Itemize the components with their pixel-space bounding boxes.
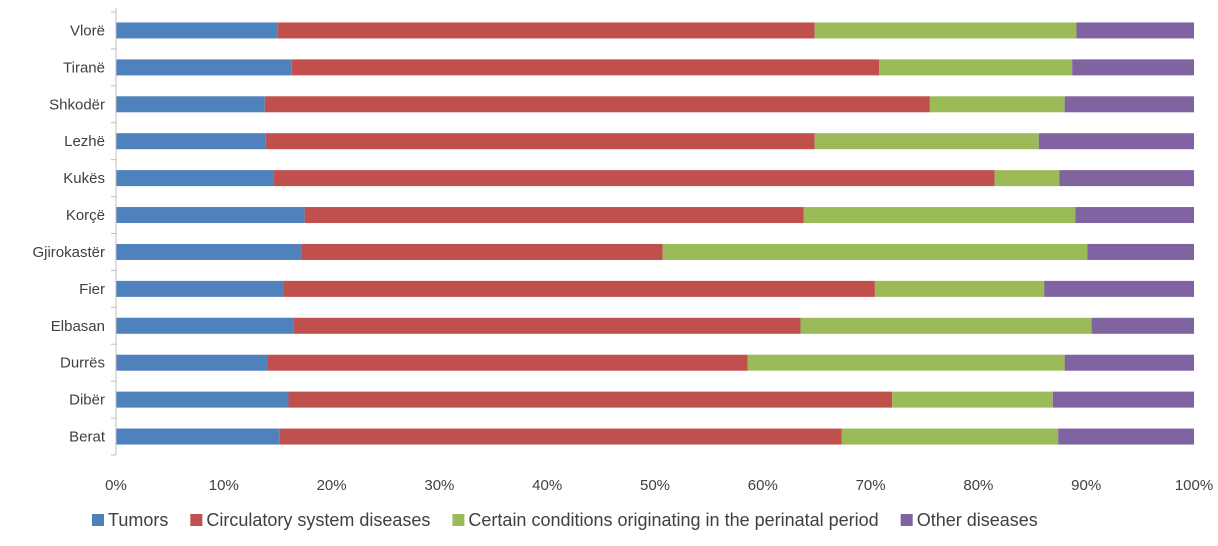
bar-segment-7-2 <box>874 280 1045 297</box>
legend-swatch-2 <box>452 514 465 526</box>
bar-segment-0-0 <box>116 22 278 39</box>
x-tick-label: 50% <box>640 477 670 494</box>
bar-segment-10-3 <box>1052 391 1194 408</box>
bar-segment-10-0 <box>116 391 289 408</box>
bar-segment-6-3 <box>1087 243 1194 260</box>
category-label: Shkodër <box>49 96 105 113</box>
bar-segment-6-2 <box>662 243 1088 260</box>
x-tick-label: 80% <box>963 477 993 494</box>
legend-label-3: Other diseases <box>917 510 1038 530</box>
bar-segment-4-0 <box>116 170 274 187</box>
bar-segment-1-2 <box>879 59 1073 76</box>
x-tick-label: 60% <box>748 477 778 494</box>
bar-segment-9-3 <box>1064 354 1194 371</box>
bar-segment-9-0 <box>116 354 268 371</box>
bar-segment-3-3 <box>1038 133 1194 150</box>
x-tick-label: 20% <box>317 477 347 494</box>
bar-segment-3-0 <box>116 133 266 150</box>
x-tick-label: 30% <box>424 477 454 494</box>
category-label: Elbasan <box>51 318 105 335</box>
bar-segment-5-2 <box>803 207 1076 224</box>
bar-segment-11-3 <box>1058 428 1194 445</box>
bar-segment-8-2 <box>800 317 1092 334</box>
bar-segment-6-1 <box>301 243 663 260</box>
bar-segment-1-0 <box>116 59 292 76</box>
x-tick-label: 90% <box>1071 477 1101 494</box>
bar-segment-3-1 <box>265 133 815 150</box>
bar-segment-10-2 <box>892 391 1053 408</box>
category-label: Berat <box>69 429 106 446</box>
bar-segment-8-3 <box>1091 317 1194 334</box>
bar-segment-7-3 <box>1044 280 1194 297</box>
bar-segment-2-2 <box>929 96 1065 113</box>
legend: Tumors Circulatory system diseases Certain… <box>92 510 1038 530</box>
category-label: Kukës <box>63 170 105 187</box>
legend-label-2: Certain conditions originating in the pe… <box>468 510 878 530</box>
bar-segment-0-3 <box>1076 22 1194 39</box>
bar-segment-4-3 <box>1059 170 1194 187</box>
category-label: Vlorë <box>70 22 105 39</box>
category-label: Korçë <box>66 207 105 224</box>
legend-label-1: Circulatory system diseases <box>206 510 430 530</box>
x-tick-label: 70% <box>856 477 886 494</box>
bar-segment-11-0 <box>116 428 280 445</box>
bar-segment-3-2 <box>814 133 1039 150</box>
bar-segment-8-0 <box>116 317 294 334</box>
category-label: Lezhë <box>64 133 105 150</box>
bar-segment-2-3 <box>1064 96 1194 113</box>
bar-segment-10-1 <box>288 391 893 408</box>
bar-segment-1-1 <box>291 59 880 76</box>
bar-segment-2-0 <box>116 96 265 113</box>
bar-segment-9-2 <box>747 354 1065 371</box>
legend-swatch-1 <box>190 514 203 526</box>
axis-layer: Vlorë Tiranë Shkodër Lezhë Kukës Korçë Gjiroka… <box>32 8 1213 494</box>
bar-segment-5-0 <box>116 207 305 224</box>
bar-segment-1-3 <box>1072 59 1194 76</box>
bar-segment-0-1 <box>277 22 815 39</box>
x-tick-label: 0% <box>105 477 127 494</box>
bar-segment-6-0 <box>116 243 302 260</box>
legend-swatch-3 <box>900 514 913 526</box>
bar-segment-5-1 <box>304 207 804 224</box>
category-label: Gjirokastër <box>32 244 105 261</box>
category-label: Dibër <box>69 392 105 409</box>
bar-segment-8-1 <box>293 317 801 334</box>
legend-swatch-0 <box>92 514 104 526</box>
bar-segment-2-1 <box>264 96 930 113</box>
category-label: Tiranë <box>63 59 105 76</box>
bar-segment-7-1 <box>283 280 875 297</box>
x-tick-label: 40% <box>532 477 562 494</box>
category-label: Fier <box>79 281 105 298</box>
bar-segment-0-2 <box>814 22 1077 39</box>
bar-segment-11-1 <box>279 428 842 445</box>
category-label: Durrës <box>60 355 105 372</box>
x-tick-label: 100% <box>1175 477 1213 494</box>
bar-segment-5-3 <box>1075 207 1194 224</box>
bar-segment-4-2 <box>994 170 1060 187</box>
bar-segment-9-1 <box>267 354 748 371</box>
bars-layer <box>116 22 1194 445</box>
bar-segment-4-1 <box>273 170 995 187</box>
legend-label-0: Tumors <box>108 510 168 530</box>
x-tick-label: 10% <box>209 477 239 494</box>
bar-segment-7-0 <box>116 280 284 297</box>
bar-segment-11-2 <box>841 428 1059 445</box>
